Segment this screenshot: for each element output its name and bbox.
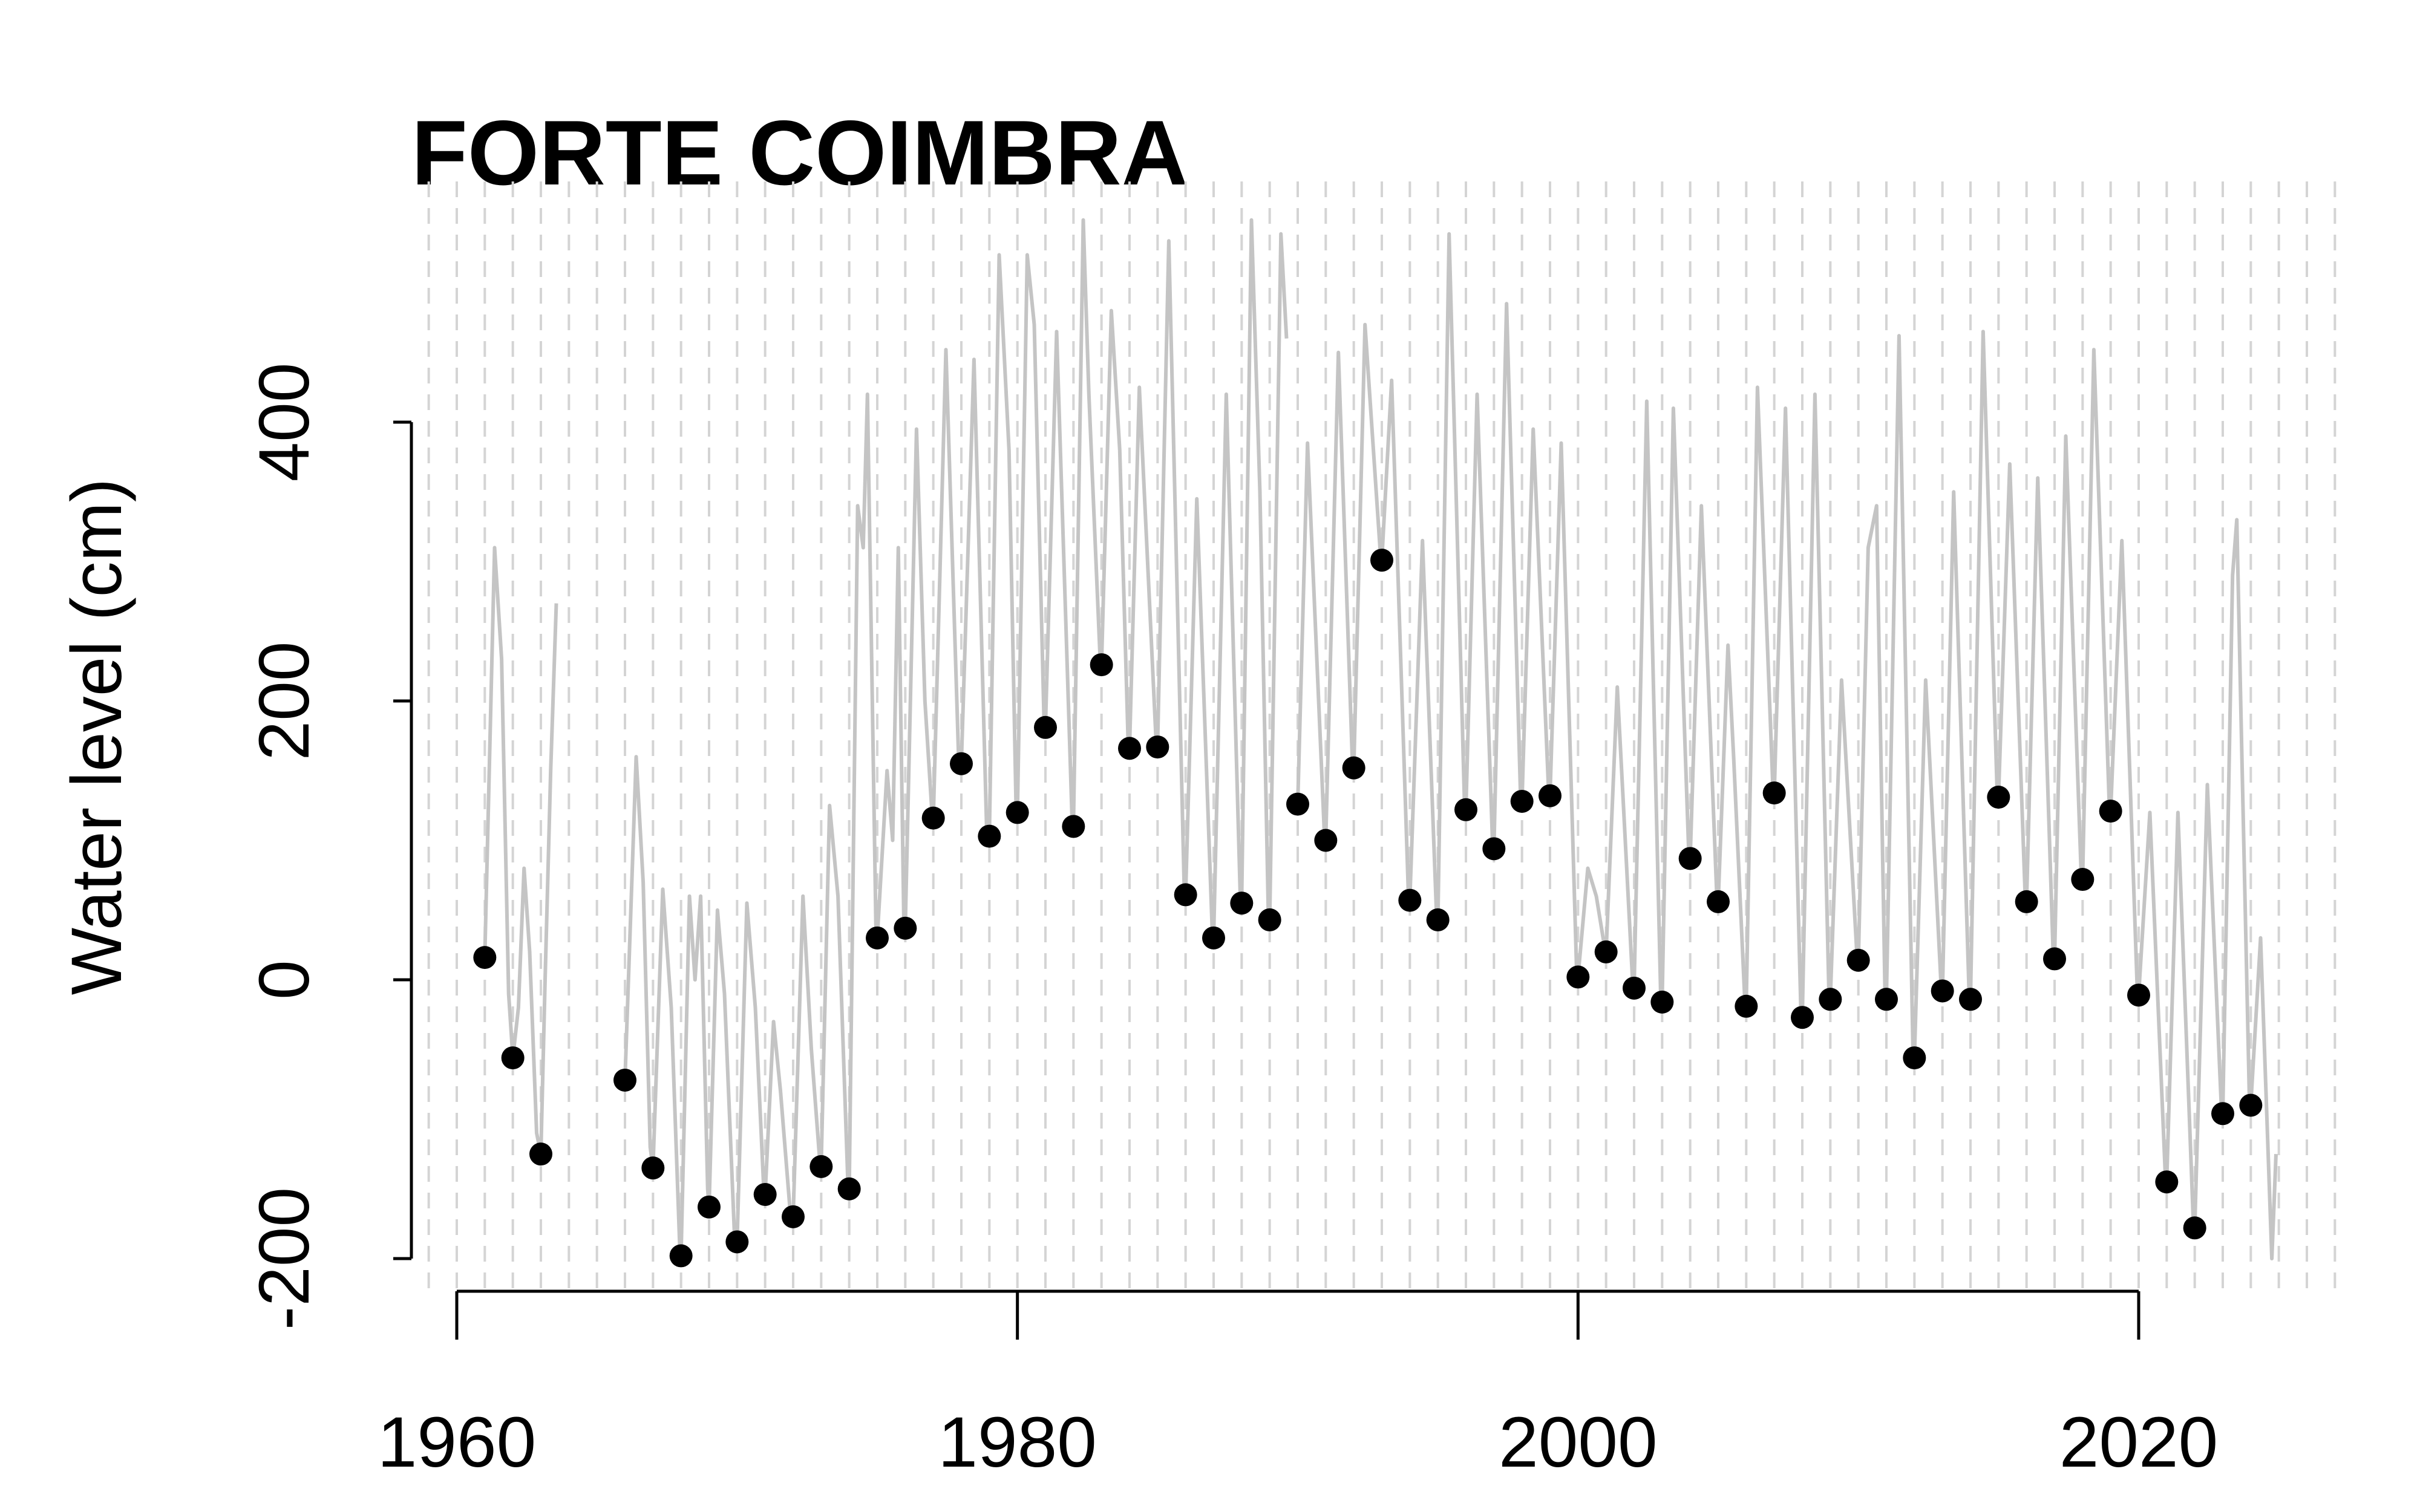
data-point [1006, 801, 1029, 824]
data-point [978, 824, 1001, 848]
water-level-line [623, 218, 1289, 1258]
data-point [1875, 988, 1898, 1011]
data-point [1314, 829, 1338, 852]
data-point [1034, 715, 1057, 739]
y-axis-label: Water level (cm) [57, 478, 137, 995]
data-point [1230, 891, 1254, 915]
x-ticks: 1960 1980 2000 2020 [378, 1291, 2219, 1482]
data-point [641, 1156, 665, 1180]
x-tick-label: 1960 [378, 1403, 537, 1482]
data-point [613, 1068, 636, 1092]
data-point [1594, 940, 1618, 963]
data-point [1678, 847, 1702, 870]
x-tick-label: 1980 [938, 1403, 1097, 1482]
data-point [1791, 1006, 1814, 1029]
data-point [1482, 837, 1506, 861]
data-point [1539, 784, 1562, 807]
annual-points-layer [473, 549, 2263, 1268]
x-tick-label: 2020 [2059, 1403, 2219, 1482]
data-point [1623, 976, 1646, 1000]
data-point [1118, 737, 1141, 760]
data-point [2043, 947, 2066, 971]
data-point [1931, 979, 1954, 1003]
y-tick-label: 0 [244, 960, 324, 1000]
data-point [1903, 1046, 1926, 1070]
data-point [473, 946, 497, 969]
data-point [501, 1046, 525, 1070]
data-point [2099, 800, 2122, 823]
data-point [1707, 890, 1730, 913]
data-point [1650, 990, 1674, 1014]
y-ticks: -200 0 200 400 [244, 363, 411, 1330]
data-point [1202, 926, 1225, 950]
y-tick-label: 200 [244, 642, 324, 761]
data-point [2071, 868, 2095, 891]
data-point [2183, 1216, 2206, 1240]
data-point [2015, 890, 2038, 913]
data-point [894, 916, 917, 940]
data-point [1342, 756, 1365, 780]
data-point [1735, 994, 1758, 1018]
data-point [1566, 965, 1590, 989]
data-point [866, 926, 889, 950]
data-point [529, 1142, 552, 1166]
data-point [950, 752, 973, 775]
data-point [1819, 988, 1842, 1011]
data-point [1146, 735, 1169, 759]
data-point [725, 1230, 749, 1254]
data-point [698, 1195, 721, 1219]
data-point [2127, 983, 2150, 1007]
data-point [1987, 786, 2010, 809]
data-point [1454, 798, 1477, 821]
data-point [669, 1244, 693, 1268]
x-tick-label: 2000 [1499, 1403, 1658, 1482]
data-point [1510, 789, 1534, 813]
data-point [2211, 1102, 2234, 1126]
data-point [1846, 948, 1870, 972]
data-point [1258, 908, 1281, 931]
data-point [782, 1205, 805, 1228]
data-point [1398, 888, 1422, 912]
water-level-line [483, 546, 558, 1156]
data-point [921, 806, 945, 830]
data-point [1426, 908, 1450, 931]
data-point [2155, 1170, 2179, 1194]
data-point [2239, 1093, 2263, 1117]
data-point [1090, 653, 1113, 677]
data-point [753, 1182, 777, 1206]
chart-title: FORTE COIMBRA [411, 102, 1188, 204]
water-level-line [1296, 232, 2278, 1260]
data-point [837, 1177, 861, 1201]
year-grid [427, 181, 2337, 1291]
data-point [1762, 781, 1786, 805]
data-point [1959, 988, 1982, 1011]
data-point [809, 1155, 833, 1178]
daily-series-layer [483, 218, 2278, 1260]
y-tick-label: 400 [244, 363, 324, 482]
data-point [1370, 549, 1393, 572]
data-point [1286, 792, 1309, 816]
y-tick-label: -200 [244, 1187, 324, 1330]
data-point [1174, 883, 1197, 907]
data-point [1062, 815, 1085, 838]
